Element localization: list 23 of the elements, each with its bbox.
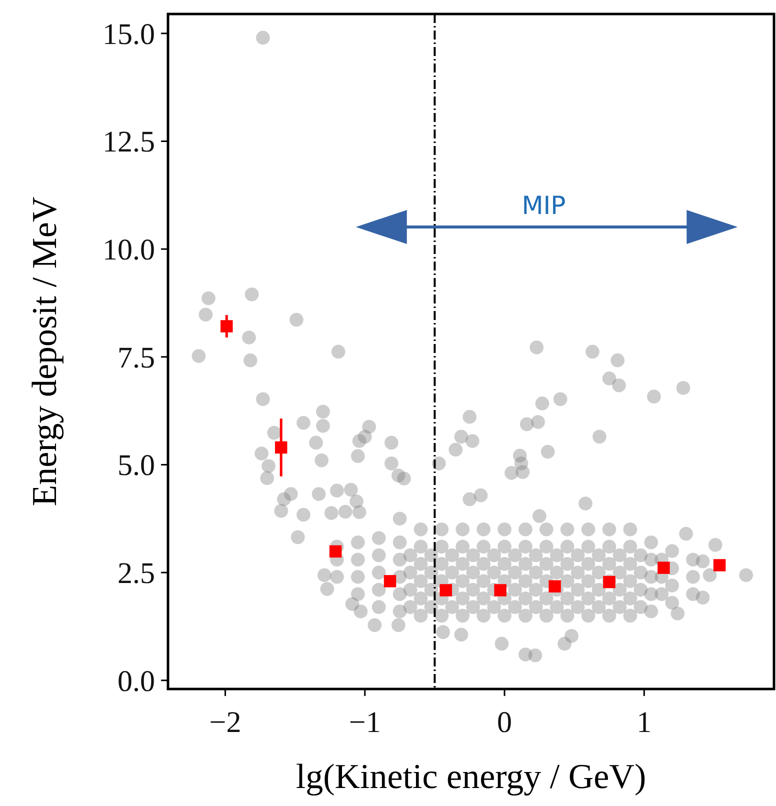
point (658, 562, 670, 574)
x-tick-label: 1 (636, 706, 652, 739)
point (713, 559, 726, 572)
point (494, 584, 506, 596)
x-tick-label: 0 (497, 706, 512, 739)
y-tick-label: 5.0 (118, 449, 155, 482)
y-tick-label: 0.0 (118, 664, 155, 698)
y-tick-label: 10.0 (102, 234, 155, 267)
y-axis-title: Energy deposit / MeV (25, 196, 64, 506)
x-axis-title: lg(Kinetic energy / GeV) (296, 757, 646, 796)
point (384, 575, 396, 588)
point (329, 545, 342, 558)
x-tick-label: −2 (209, 706, 242, 739)
point (220, 320, 233, 332)
point (548, 580, 561, 592)
point (440, 584, 452, 596)
annotation: MIP (522, 190, 566, 220)
y-tick-label: 7.5 (118, 341, 155, 374)
y-tick-label: 12.5 (102, 126, 155, 159)
y-tick-label: 15.0 (102, 18, 155, 51)
point (274, 441, 288, 454)
x-tick-label: −1 (348, 706, 381, 739)
y-tick-label: 2.5 (118, 557, 155, 590)
